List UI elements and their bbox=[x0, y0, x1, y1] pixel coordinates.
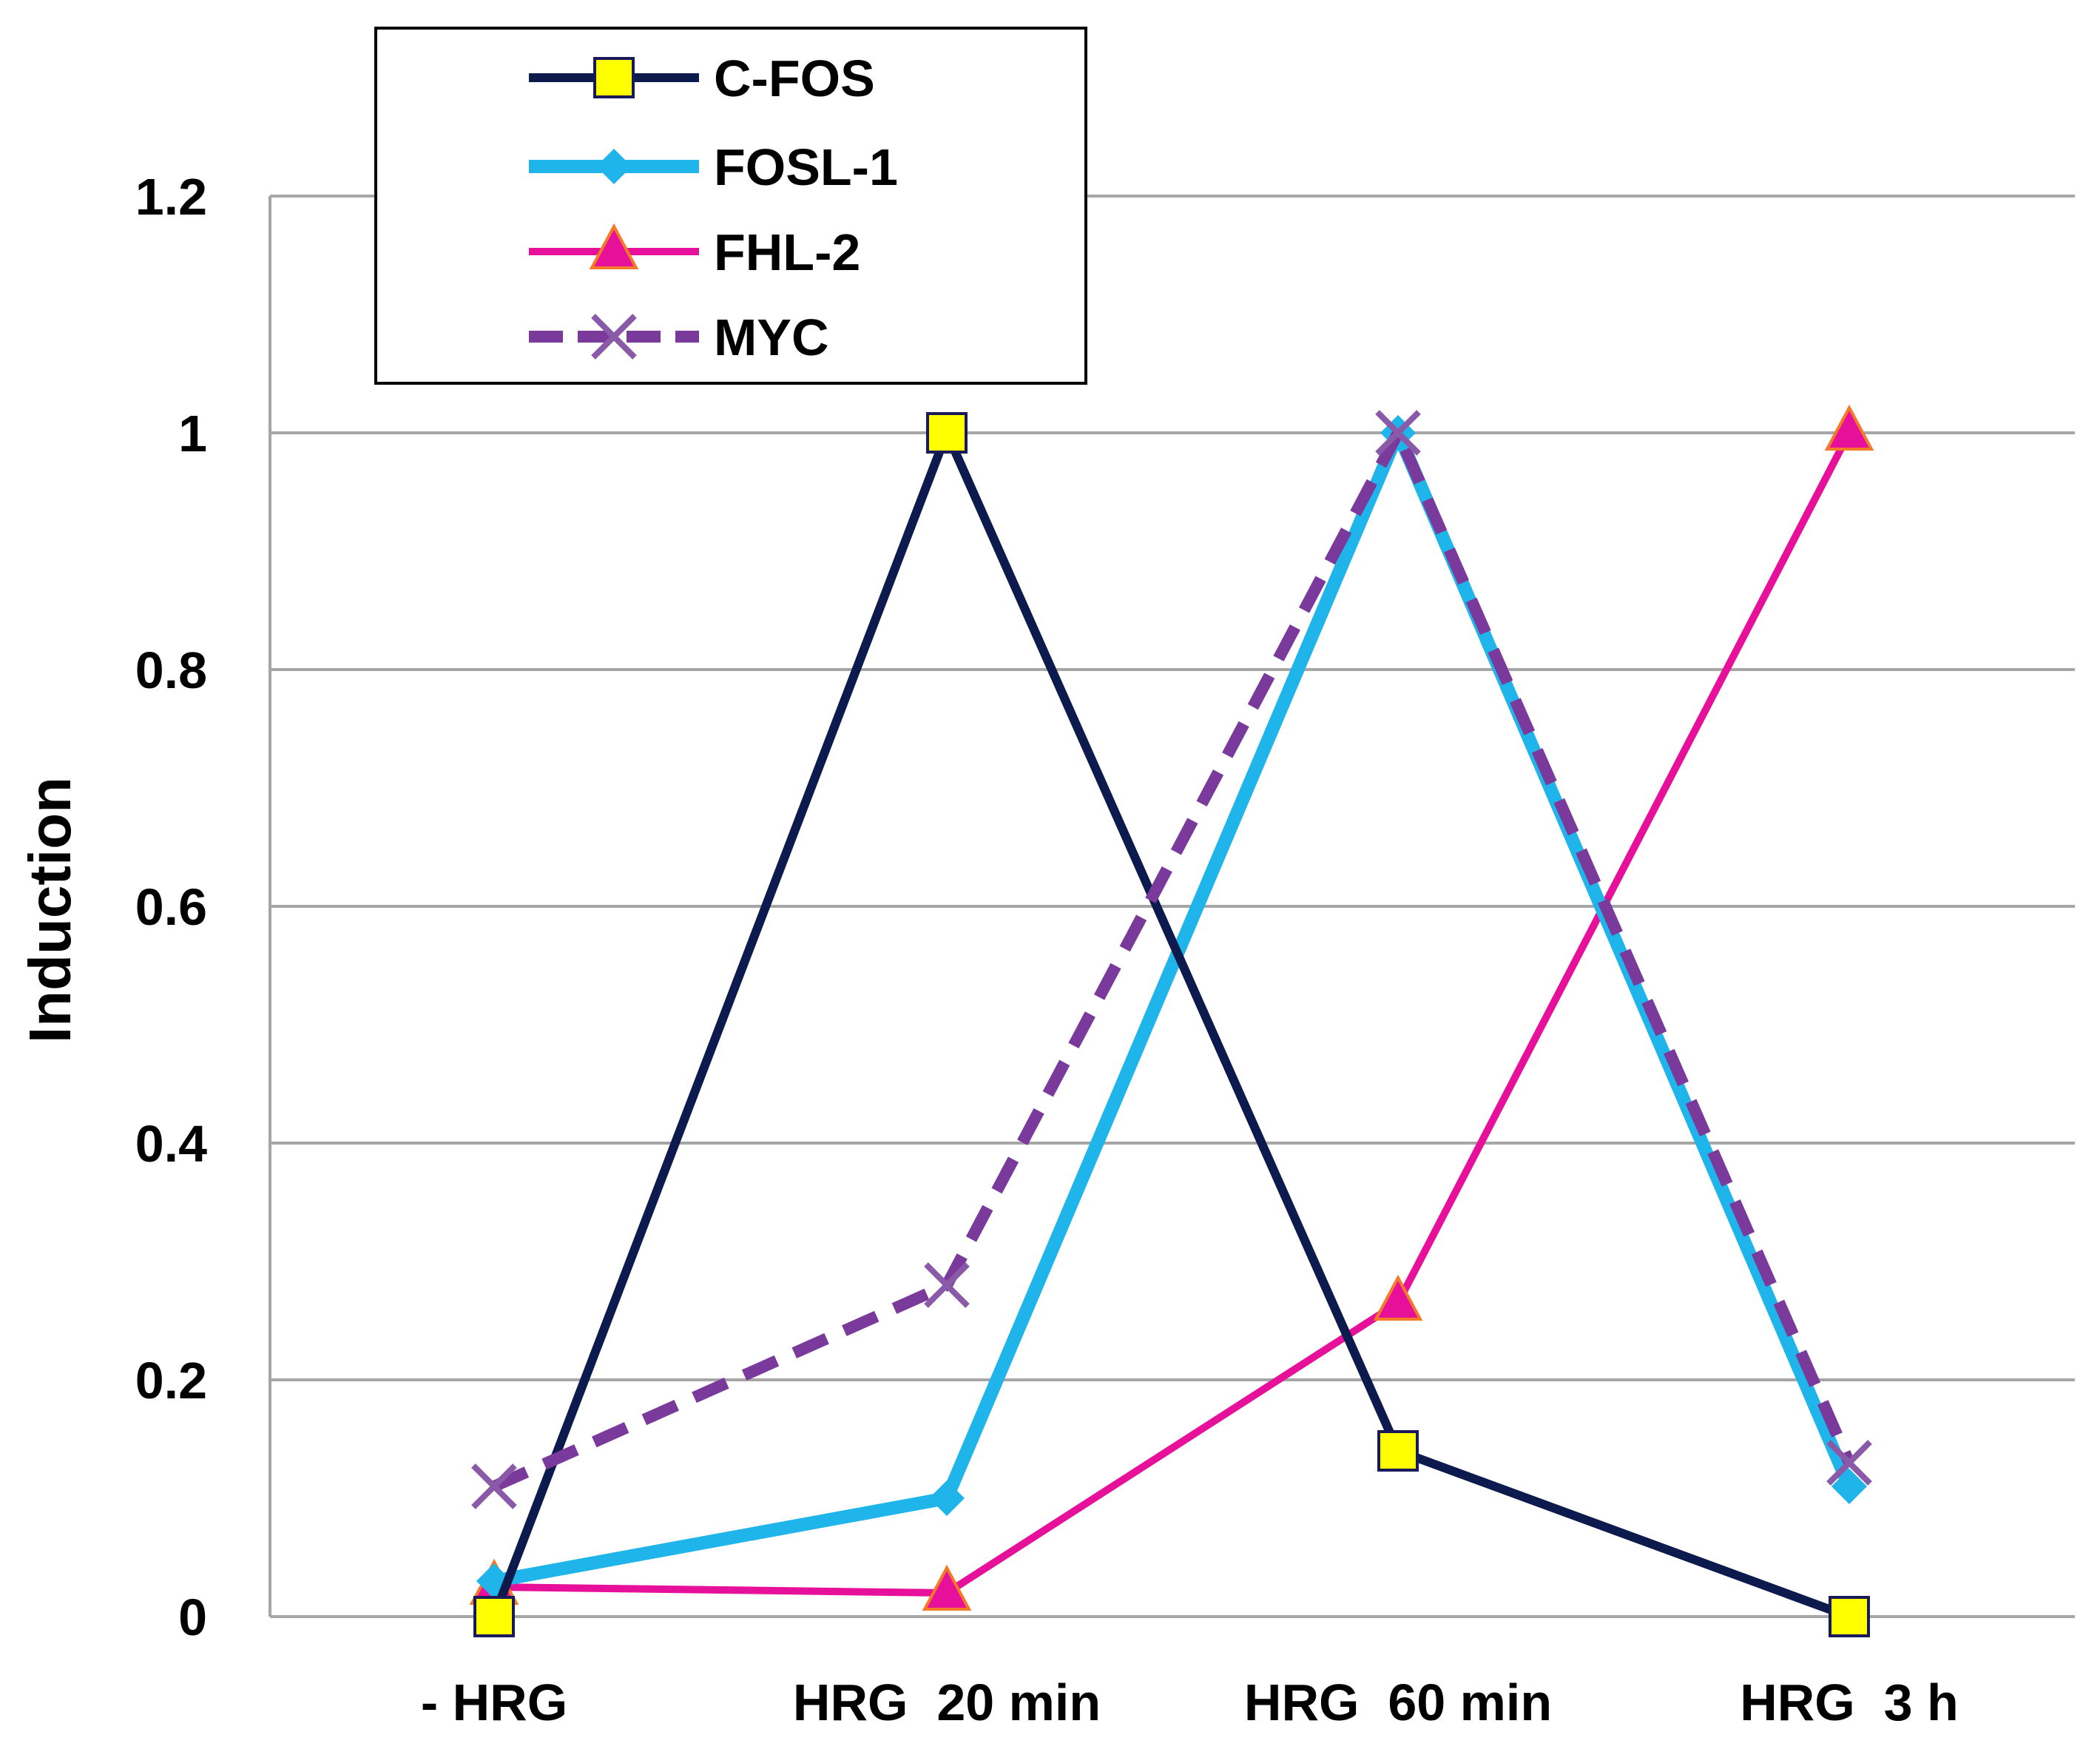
y-tick-label: 0.2 bbox=[135, 1352, 207, 1409]
y-tick-label: 0.4 bbox=[135, 1115, 207, 1173]
y-tick-label: 0.6 bbox=[135, 878, 207, 936]
y-axis-title: Induction bbox=[17, 777, 83, 1043]
series-myc bbox=[471, 410, 1872, 1509]
myc-marker bbox=[471, 1463, 517, 1509]
myc-marker bbox=[924, 1262, 970, 1308]
c-fos-marker bbox=[1377, 1430, 1419, 1472]
legend: C-FOS FOSL-1 FHL-2 MYC bbox=[374, 27, 1087, 385]
fosl-1-marker bbox=[596, 149, 632, 184]
legend-box bbox=[374, 27, 1087, 385]
series-fhl-2 bbox=[469, 404, 1874, 1611]
series-fosl-1 bbox=[476, 415, 1867, 1599]
legend-entry: FOSL-1 bbox=[529, 138, 898, 196]
fhl-2-marker bbox=[1824, 404, 1874, 451]
legend-entries: C-FOS FOSL-1 FHL-2 MYC bbox=[529, 50, 898, 366]
x-tick-label: HRG 3 h bbox=[1740, 1674, 1959, 1731]
fhl-2-marker bbox=[922, 1564, 972, 1611]
legend-entry: MYC bbox=[529, 309, 829, 366]
series-line bbox=[491, 427, 1855, 1492]
myc-marker bbox=[1375, 410, 1421, 456]
y-axis-ticks: 0 0.2 0.4 0.6 0.8 1 1.2 bbox=[135, 168, 207, 1646]
myc-marker bbox=[1826, 1440, 1872, 1486]
series-line bbox=[490, 428, 1854, 1621]
legend-label: C-FOS bbox=[714, 50, 875, 107]
series-c-fos bbox=[473, 412, 1870, 1637]
x-tick-label: HRG 20 min bbox=[793, 1674, 1101, 1731]
y-tick-label: 1.2 bbox=[135, 168, 207, 226]
legend-label: FOSL-1 bbox=[714, 138, 898, 196]
c-fos-marker bbox=[1829, 1596, 1870, 1637]
c-fos-marker bbox=[593, 57, 635, 98]
y-tick-label: 0 bbox=[178, 1588, 207, 1646]
legend-entry: C-FOS bbox=[529, 50, 875, 107]
series-lines bbox=[469, 404, 1874, 1637]
x-tick-label: HRG 60 min bbox=[1244, 1674, 1552, 1731]
c-fos-marker bbox=[473, 1596, 515, 1637]
fosl-1-marker bbox=[1831, 1469, 1867, 1504]
legend-label: MYC bbox=[714, 309, 829, 366]
legend-entry: FHL-2 bbox=[529, 223, 860, 281]
fosl-1-marker bbox=[929, 1480, 965, 1516]
x-tick-label: - HRG bbox=[421, 1674, 567, 1731]
grid bbox=[269, 195, 2075, 1618]
fhl-2-marker bbox=[589, 223, 639, 269]
series-line bbox=[490, 429, 1853, 1597]
y-tick-label: 1 bbox=[178, 405, 207, 462]
c-fos-marker bbox=[926, 412, 968, 454]
x-axis-ticks: - HRG HRG 20 min HRG 60 min HRG 3 h bbox=[421, 1674, 1959, 1731]
fhl-2-marker bbox=[1373, 1274, 1423, 1321]
y-tick-label: 0.8 bbox=[135, 641, 207, 699]
legend-label: FHL-2 bbox=[714, 223, 860, 281]
myc-marker bbox=[591, 314, 637, 360]
